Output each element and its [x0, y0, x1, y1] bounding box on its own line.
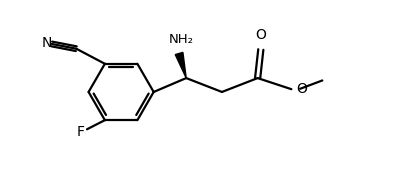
Text: O: O	[296, 82, 307, 96]
Text: N: N	[41, 36, 52, 50]
Text: F: F	[77, 125, 85, 139]
Text: O: O	[255, 28, 266, 42]
Text: NH₂: NH₂	[168, 33, 194, 46]
Polygon shape	[175, 52, 186, 78]
